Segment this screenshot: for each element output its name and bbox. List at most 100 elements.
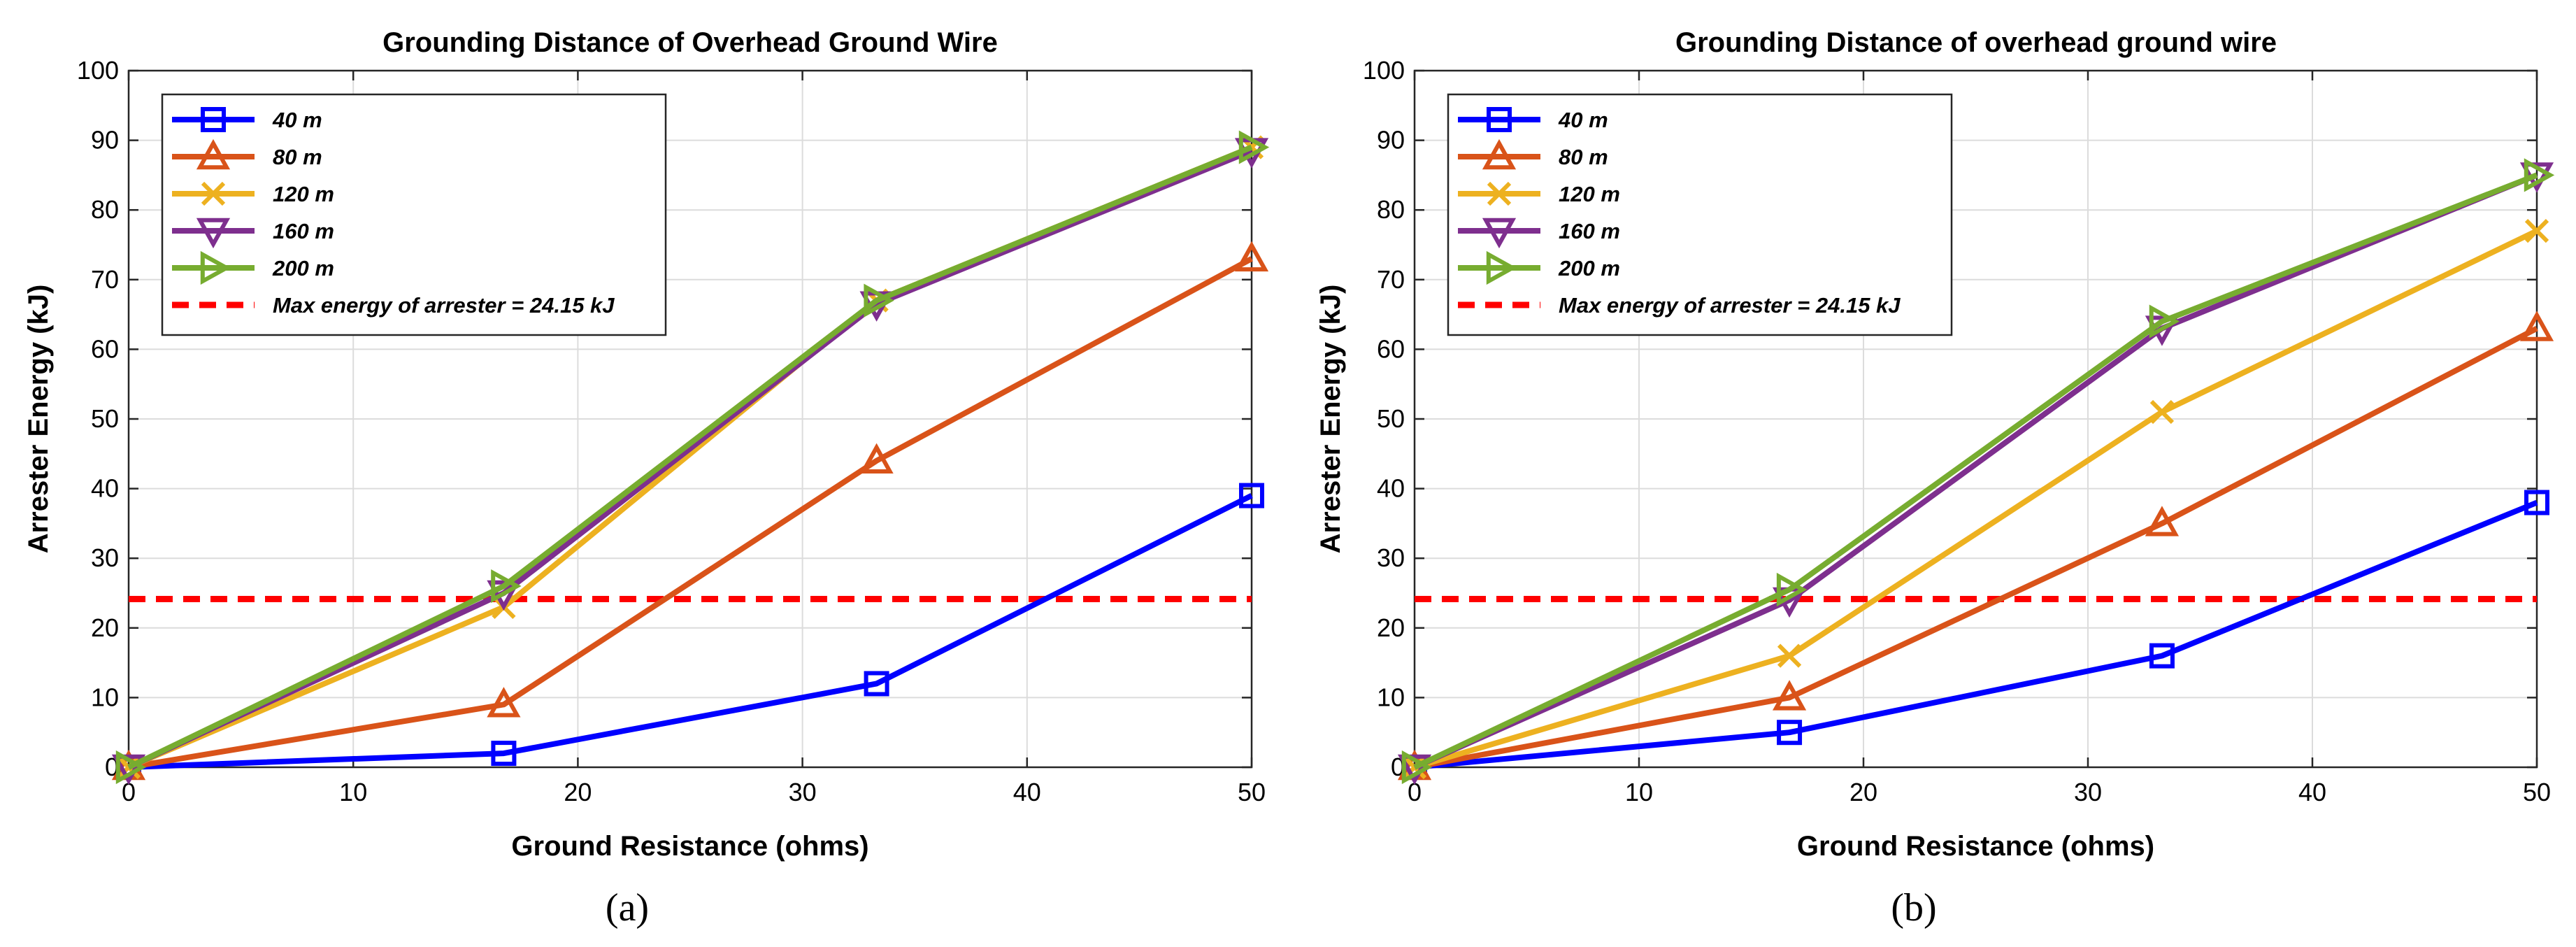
legend-label: 160 m: [273, 219, 334, 243]
data-point: [115, 750, 147, 785]
legend-label: 120 m: [273, 182, 334, 206]
series-line: [1414, 499, 2538, 770]
data-point: [2149, 643, 2175, 669]
y-tick-label: 40: [91, 474, 119, 503]
legend-label: 200 m: [272, 256, 334, 280]
legend-marker: [1482, 218, 1517, 249]
y-tick-label: 40: [1377, 474, 1405, 503]
y-tick-label: 90: [91, 126, 119, 155]
data-point: [491, 569, 522, 604]
data-point: [859, 443, 894, 474]
legend-marker: [1487, 107, 1512, 132]
x-tick-label: 50: [1238, 778, 1266, 806]
data-point: [491, 741, 517, 767]
legend-marker: [196, 218, 231, 249]
x-tick-label: 40: [2298, 778, 2326, 806]
data-point: [2145, 315, 2180, 346]
y-tick-label: 10: [91, 683, 119, 711]
series-line: [127, 148, 1253, 770]
data-point: [2149, 304, 2180, 339]
x-tick-label: 40: [1013, 778, 1041, 806]
x-axis-label: Ground Resistance (ohms): [1797, 831, 2154, 862]
legend-marker: [1486, 250, 1517, 285]
series-line: [128, 256, 1253, 770]
legend-box: [1447, 93, 1953, 336]
series-line: [1413, 172, 2538, 770]
legend-marker: [200, 250, 231, 285]
legend-label: 80 m: [273, 145, 322, 169]
y-tick-label: 20: [91, 613, 119, 642]
x-axis-label: Ground Resistance (ohms): [511, 831, 868, 862]
y-tick-label: 20: [1377, 613, 1405, 642]
legend-marker: [201, 107, 226, 132]
data-point: [864, 671, 889, 697]
y-axis-label: Arrester Energy (kJ): [23, 285, 54, 554]
legend-label: Max energy of arrester = 24.15 kJ: [1559, 293, 1901, 318]
y-tick-label: 10: [1377, 683, 1405, 711]
y-tick-label: 30: [91, 543, 119, 572]
series-line: [1413, 172, 2538, 770]
legend-label: Max energy of arrester = 24.15 kJ: [273, 293, 615, 318]
x-tick-label: 30: [789, 778, 817, 806]
chart-title: Grounding Distance of Overhead Ground Wi…: [382, 27, 998, 58]
y-tick-label: 50: [91, 404, 119, 433]
data-point: [2519, 311, 2554, 341]
data-point: [2524, 490, 2549, 515]
series-line: [127, 144, 1253, 770]
series-line: [1414, 325, 2538, 770]
data-point: [1234, 241, 1269, 272]
data-point: [1777, 643, 1802, 668]
data-point: [1777, 720, 1803, 746]
legend-label: 80 m: [1559, 145, 1608, 169]
panel-label: (a): [606, 886, 649, 930]
data-point: [2524, 158, 2555, 192]
y-tick-label: 80: [91, 195, 119, 224]
legend-marker: [196, 138, 231, 170]
legend-label: 200 m: [1558, 256, 1620, 280]
x-tick-label: 10: [339, 778, 367, 806]
data-point: [1776, 572, 1808, 607]
legend-marker: [1487, 181, 1512, 206]
data-point: [2145, 506, 2180, 536]
data-point: [1238, 130, 1270, 164]
y-axis-label: Arrester Energy (kJ): [1315, 285, 1346, 554]
y-tick-label: 100: [1363, 56, 1405, 85]
y-tick-label: 70: [91, 265, 119, 294]
y-tick-label: 70: [1377, 265, 1405, 294]
data-point: [864, 283, 894, 318]
data-point: [1401, 750, 1433, 785]
y-tick-label: 90: [1377, 126, 1405, 155]
y-tick-label: 30: [1377, 543, 1405, 572]
data-point: [2149, 399, 2175, 425]
y-tick-label: 100: [77, 56, 119, 85]
legend-label: 40 m: [272, 108, 322, 132]
data-point: [487, 580, 521, 611]
y-tick-label: 50: [1377, 404, 1405, 433]
panel-label: (b): [1891, 886, 1936, 930]
x-tick-label: 0: [1408, 778, 1422, 806]
legend-label: 120 m: [1559, 182, 1620, 206]
data-point: [1772, 680, 1807, 711]
y-tick-label: 60: [91, 334, 119, 363]
data-point: [2524, 218, 2549, 243]
x-tick-label: 20: [1849, 778, 1877, 806]
x-tick-label: 0: [122, 778, 136, 806]
legend-box: [161, 93, 667, 336]
legend-marker: [1482, 138, 1517, 170]
data-point: [487, 687, 521, 718]
series-line: [1413, 228, 2538, 770]
y-tick-label: 60: [1377, 334, 1405, 363]
y-tick-label: 80: [1377, 195, 1405, 224]
legend-label: 40 m: [1558, 108, 1608, 132]
x-tick-label: 30: [2074, 778, 2102, 806]
x-tick-label: 50: [2523, 778, 2551, 806]
series-line: [128, 492, 1253, 770]
chart-title: Grounding Distance of overhead ground wi…: [1675, 27, 2277, 58]
x-tick-label: 20: [564, 778, 592, 806]
legend-label: 160 m: [1559, 219, 1620, 243]
x-tick-label: 10: [1625, 778, 1653, 806]
data-point: [1239, 483, 1264, 508]
